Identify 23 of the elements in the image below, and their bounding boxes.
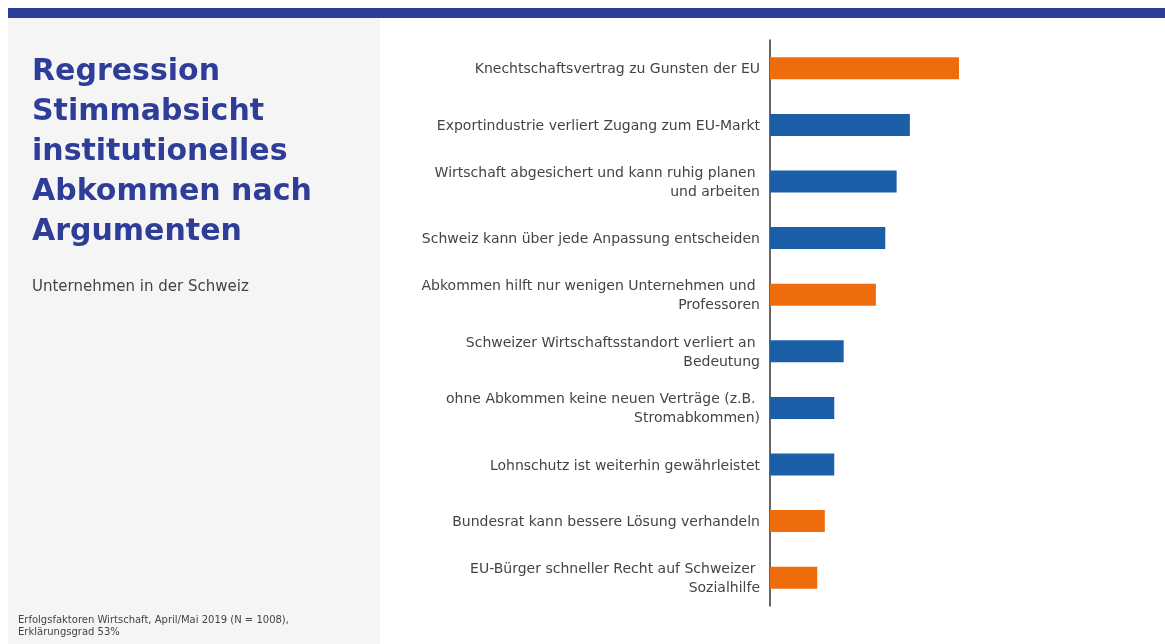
- bar: [770, 396, 835, 419]
- bar: [770, 340, 844, 363]
- bar: [770, 283, 876, 306]
- y-tick-label: Schweizer Wirtschaftsstandort verliert an Bedeutung: [465, 333, 760, 369]
- bar: [770, 510, 825, 533]
- bar: [770, 170, 897, 193]
- y-tick-label: Abkommen hilft nur wenigen Unternehmen und Professoren: [421, 277, 760, 313]
- bar: [770, 57, 959, 80]
- y-tick-label: Schweiz kann über jede Anpassung entscheiden: [421, 230, 760, 247]
- y-tick-label: Exportindustrie verliert Zugang zum EU-Markt: [436, 116, 761, 133]
- bar: [770, 113, 910, 136]
- y-tick-label: Lohnschutz ist weiterhin gewährleistet: [489, 456, 761, 473]
- bar: [770, 227, 886, 250]
- text: Erfolgsfaktoren Wirtschaft, April/Mai 2019 (N = 1008), Erklärungsgrad 53%: [18, 614, 290, 638]
- y-tick-label: ohne Abkommen keine neuen Verträge (z.B. Stromabkommen): [446, 390, 760, 426]
- bar: [770, 566, 818, 589]
- y-tick-label: Wirtschaft abgesichert und kann ruhig planen und arbeiten: [434, 164, 760, 199]
- y-tick-label: Knechtschaftsvertrag zu Gunsten der EU: [474, 60, 760, 77]
- y-tick-label: Bundesrat kann bessere Lösung verhandeln: [452, 513, 760, 530]
- bar: [770, 453, 835, 476]
- y-tick-label: EU-Bürger schneller Recht auf Schweizer Sozialhilfe: [470, 560, 760, 596]
- text: Unternehmen in der Schweiz: [32, 277, 249, 295]
- text: Regression Stimmabsicht institutionelles Abkommen nach Argumenten: [32, 51, 313, 249]
